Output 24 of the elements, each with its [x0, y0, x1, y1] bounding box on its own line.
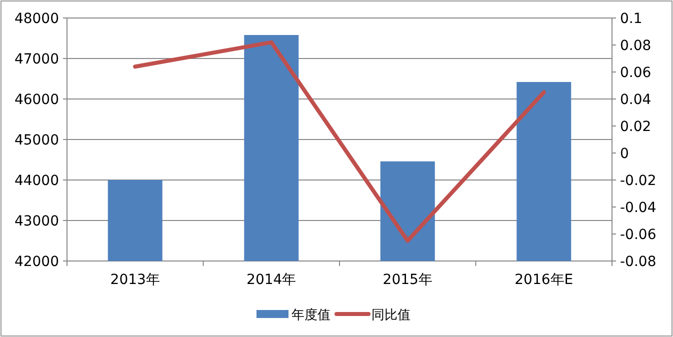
- y-tick-label: 45000: [14, 132, 59, 148]
- y2-tick-label: -0.04: [620, 200, 656, 216]
- y-tick-label: 48000: [14, 11, 59, 27]
- y2-tick-label: 0.02: [620, 119, 652, 135]
- x-tick-label: 2015年: [382, 272, 432, 288]
- y2-tick-label: -0.02: [620, 173, 656, 189]
- y2-tick-label: 0.1: [620, 11, 642, 27]
- x-tick-label: 2016年E: [514, 272, 574, 288]
- y2-tick-label: 0: [620, 146, 629, 162]
- y2-tick-label: 0.04: [620, 92, 652, 108]
- y2-tick-label: 0.06: [620, 65, 652, 81]
- y2-tick-label: -0.06: [620, 227, 656, 243]
- y2-tick-label: 0.08: [620, 38, 652, 54]
- y-tick-label: 47000: [14, 52, 59, 68]
- y-tick-label: 44000: [14, 173, 59, 189]
- legend-label: 同比值: [372, 308, 410, 323]
- y-tick-label: 42000: [14, 254, 59, 270]
- x-tick-label: 2014年: [246, 272, 296, 288]
- y2-tick-label: -0.08: [620, 254, 656, 270]
- x-tick-label: 2013年: [110, 272, 160, 288]
- y-tick-label: 46000: [14, 92, 59, 108]
- line-series: [133, 40, 546, 243]
- y-tick-label: 43000: [14, 214, 59, 230]
- legend-label: 年度值: [292, 307, 330, 323]
